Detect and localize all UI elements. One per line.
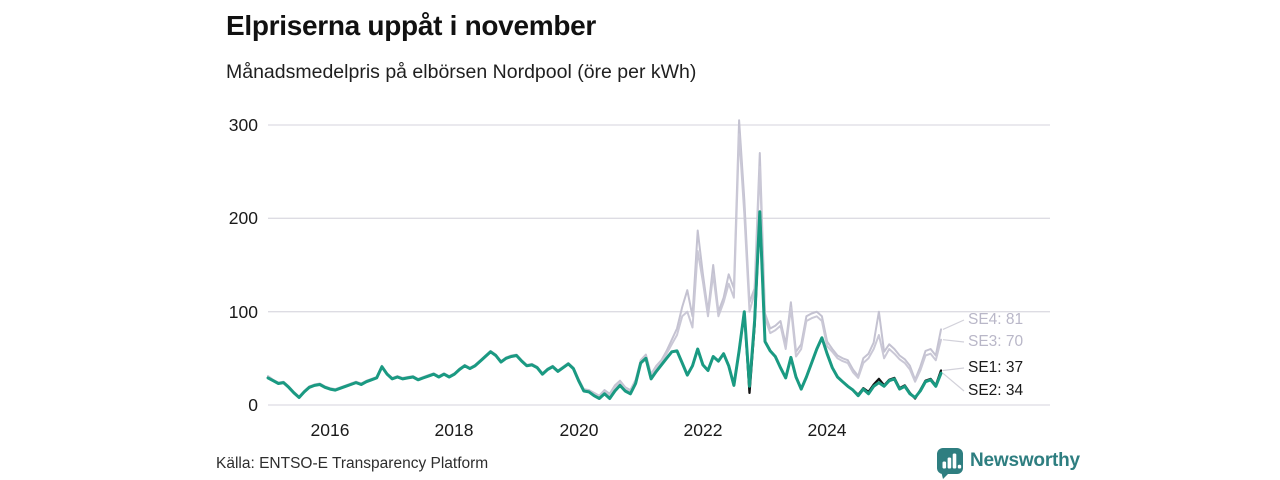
end-label-se2: SE2: 34 bbox=[968, 382, 1024, 399]
y-tick-label-0: 0 bbox=[248, 395, 258, 415]
logo-bar-small-icon bbox=[942, 461, 947, 469]
brand-wordmark: Newsworthy bbox=[970, 450, 1080, 471]
source-note: Källa: ENTSO-E Transparency Platform bbox=[216, 455, 489, 472]
leader-line-se4 bbox=[942, 319, 965, 330]
y-tick-label-300: 300 bbox=[228, 115, 258, 135]
logo-exclamation-dot-icon bbox=[957, 464, 962, 469]
x-tick-label-2018: 2018 bbox=[434, 420, 474, 440]
y-tick-label-100: 100 bbox=[228, 302, 258, 322]
x-tick-label-2016: 2016 bbox=[310, 420, 350, 440]
series-line-se4 bbox=[267, 119, 942, 398]
leader-line-se1 bbox=[942, 367, 965, 372]
leader-line-se2 bbox=[942, 372, 965, 392]
y-tick-label-200: 200 bbox=[228, 208, 258, 228]
end-label-se3: SE3: 70 bbox=[968, 333, 1024, 350]
chart-subtitle: Månadsmedelpris på elbörsen Nordpool (ör… bbox=[226, 61, 697, 83]
brand-logo-tail bbox=[941, 471, 951, 479]
x-tick-label-2024: 2024 bbox=[807, 420, 847, 440]
leader-line-se3 bbox=[942, 339, 965, 343]
end-label-se1: SE1: 37 bbox=[968, 359, 1024, 376]
series-line-se1 bbox=[266, 210, 943, 400]
series-line-se2 bbox=[266, 210, 943, 400]
logo-bar-medium-icon bbox=[947, 457, 952, 469]
x-tick-label-2022: 2022 bbox=[683, 420, 723, 440]
logo-bar-tall-icon bbox=[952, 453, 957, 469]
end-label-se4: SE4: 81 bbox=[968, 311, 1024, 328]
chart-title: Elpriserna uppåt i november bbox=[226, 10, 596, 41]
x-tick-label-2020: 2020 bbox=[559, 420, 599, 440]
